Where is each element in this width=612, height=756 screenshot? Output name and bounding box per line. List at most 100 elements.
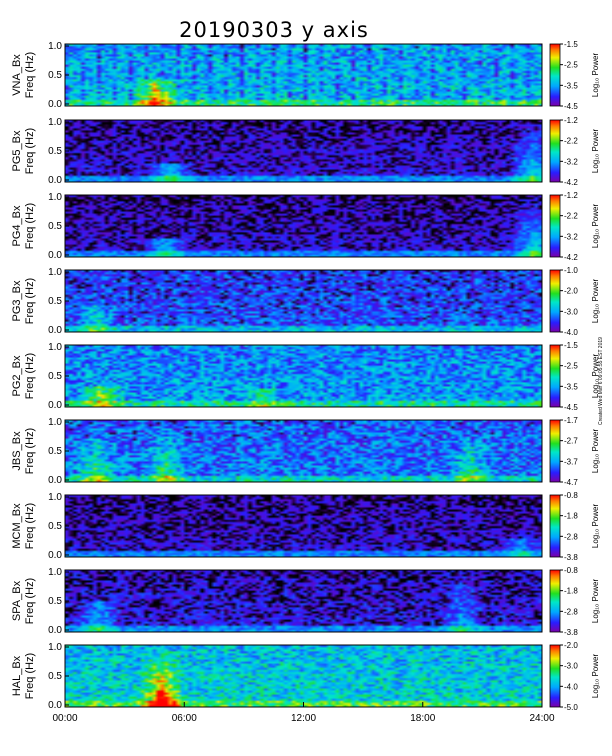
freq-axis-label: Freq (Hz) xyxy=(24,353,36,399)
panel-jbs-bx: 0.0 0.5 1.0 JBS_Bx Freq (Hz) -1.7 -2.7 -3.7 -4.7… xyxy=(11,416,600,487)
colorbar-tick-label: -2.7 xyxy=(564,437,578,446)
y-tick-label: 1.0 xyxy=(48,41,62,52)
colorbar-tick-label: -4.7 xyxy=(564,478,578,487)
colorbar-tick-label: -1.8 xyxy=(564,587,578,596)
freq-axis-label: Freq (Hz) xyxy=(24,203,36,249)
colorbar-tick-label: -4.5 xyxy=(564,102,578,111)
colorbar-tick-label: -2.0 xyxy=(564,641,578,650)
x-tick-label: 06:00 xyxy=(172,713,197,724)
y-tick-label: 0.0 xyxy=(48,175,62,186)
colorbar-tick-label: -3.2 xyxy=(564,157,578,166)
y-tick-label: 0.5 xyxy=(48,371,62,382)
y-tick-label: 0.0 xyxy=(48,625,62,636)
colorbar-label: Log₁₀ Power xyxy=(591,579,600,624)
y-tick-label: 0.5 xyxy=(48,446,62,457)
panel-pg2-bx: 0.0 0.5 1.0 PG2_Bx Freq (Hz) -1.5 -2.5 -3.5 -4.5… xyxy=(11,341,600,412)
y-tick-label: 0.0 xyxy=(48,700,62,711)
y-tick-label: 0.0 xyxy=(48,99,62,110)
y-tick-label: 1.0 xyxy=(48,492,62,503)
colorbar-tick-label: -0.8 xyxy=(564,566,578,575)
station-label: PG4_Bx xyxy=(11,205,23,246)
spectrogram-image xyxy=(65,495,542,557)
colorbar-tick-label: -2.5 xyxy=(564,362,578,371)
y-tick-label: 0.5 xyxy=(48,146,62,157)
colorbar xyxy=(549,344,561,408)
colorbar-tick-label: -3.5 xyxy=(564,81,578,90)
colorbar-tick-label: -4.5 xyxy=(564,403,578,412)
colorbar-tick-label: -2.2 xyxy=(564,137,578,146)
colorbar-label: Log₁₀ Power xyxy=(591,53,600,98)
panel-vna-bx: 0.0 0.5 1.0 VNA_Bx Freq (Hz) -1.5 -2.5 -3.5 -4.5… xyxy=(11,40,600,111)
colorbar-tick-label: -4.0 xyxy=(564,328,578,337)
colorbar-tick-label: -3.8 xyxy=(564,553,578,562)
y-tick-label: 1.0 xyxy=(48,642,62,653)
colorbar xyxy=(549,419,561,483)
spectrogram-image xyxy=(65,645,542,707)
freq-axis-label: Freq (Hz) xyxy=(24,653,36,699)
freq-axis-label: Freq (Hz) xyxy=(24,578,36,624)
spectrogram-image xyxy=(65,44,542,106)
panel-pg5-bx: 0.0 0.5 1.0 PG5_Bx Freq (Hz) -1.2 -2.2 -3.2 -4.2… xyxy=(11,116,600,187)
y-tick-label: 1.0 xyxy=(48,417,62,428)
colorbar-tick-label: -1.0 xyxy=(564,266,578,275)
colorbar xyxy=(549,269,561,333)
colorbar xyxy=(549,644,561,708)
colorbar-tick-label: -3.2 xyxy=(564,232,578,241)
colorbar-tick-label: -1.2 xyxy=(564,191,578,200)
colorbar-label: Log₁₀ Power xyxy=(591,654,600,699)
panel-mcm-bx: 0.0 0.5 1.0 MCM_Bx Freq (Hz) -0.8 -1.8 -2.8 -3.8… xyxy=(11,491,600,562)
colorbar-tick-label: -1.7 xyxy=(564,416,578,425)
colorbar-label: Log₁₀ Power xyxy=(591,129,600,174)
spectrogram-image xyxy=(65,270,542,332)
x-tick-label: 24:00 xyxy=(529,713,554,724)
x-tick-label: 12:00 xyxy=(291,713,316,724)
y-tick-label: 0.0 xyxy=(48,475,62,486)
colorbar-label: Log₁₀ Power xyxy=(591,204,600,249)
colorbar-tick-label: -4.0 xyxy=(564,682,578,691)
colorbar-tick-label: -3.8 xyxy=(564,628,578,637)
y-tick-label: 0.0 xyxy=(48,550,62,561)
colorbar-tick-label: -4.2 xyxy=(564,253,578,262)
freq-axis-label: Freq (Hz) xyxy=(24,503,36,549)
panel-hal-bx: 0.0 0.5 1.0 HAL_Bx Freq (Hz) -2.0 -3.0 -4.0 -5.0… xyxy=(11,641,600,712)
y-tick-label: 1.0 xyxy=(48,267,62,278)
colorbar-tick-label: -2.8 xyxy=(564,532,578,541)
y-tick-label: 0.5 xyxy=(48,596,62,607)
colorbar-tick-label: -3.0 xyxy=(564,307,578,316)
y-tick-label: 0.5 xyxy=(48,70,62,81)
colorbar-label: Log₁₀ Power xyxy=(591,279,600,324)
y-tick-label: 1.0 xyxy=(48,567,62,578)
freq-axis-label: Freq (Hz) xyxy=(24,52,36,98)
panel-spa-bx: 0.0 0.5 1.0 SPA_Bx Freq (Hz) -0.8 -1.8 -2.8 -3.8… xyxy=(11,566,600,637)
station-label: PG2_Bx xyxy=(11,355,23,396)
colorbar-tick-label: -1.8 xyxy=(564,512,578,521)
colorbar-tick-label: -4.2 xyxy=(564,178,578,187)
spectrogram-image xyxy=(65,420,542,482)
station-label: PG5_Bx xyxy=(11,130,23,171)
station-label: VNA_Bx xyxy=(11,54,23,96)
x-tick-label: 18:00 xyxy=(410,713,435,724)
station-label: SPA_Bx xyxy=(11,580,23,621)
y-tick-label: 0.5 xyxy=(48,221,62,232)
y-tick-label: 0.5 xyxy=(48,296,62,307)
station-label: MCM_Bx xyxy=(11,503,23,549)
colorbar-tick-label: -5.0 xyxy=(564,703,578,712)
figure-title: 20190303 y axis xyxy=(179,18,369,42)
y-tick-label: 1.0 xyxy=(48,192,62,203)
colorbar-label: Log₁₀ Power xyxy=(591,429,600,474)
freq-axis-label: Freq (Hz) xyxy=(24,428,36,474)
y-tick-label: 0.0 xyxy=(48,325,62,336)
spectrogram-image xyxy=(65,120,542,182)
colorbar-tick-label: -0.8 xyxy=(564,491,578,500)
y-tick-label: 0.5 xyxy=(48,521,62,532)
colorbar xyxy=(549,43,561,107)
freq-axis-label: Freq (Hz) xyxy=(24,128,36,174)
y-tick-label: 0.5 xyxy=(48,671,62,682)
panel-pg3-bx: 0.0 0.5 1.0 PG3_Bx Freq (Hz) -1.0 -2.0 -3.0 -4.0… xyxy=(11,266,600,337)
spectrogram-image xyxy=(65,345,542,407)
colorbar-tick-label: -2.0 xyxy=(564,287,578,296)
y-tick-label: 1.0 xyxy=(48,117,62,128)
colorbar-label: Log₁₀ Power xyxy=(591,504,600,549)
colorbar xyxy=(549,119,561,183)
